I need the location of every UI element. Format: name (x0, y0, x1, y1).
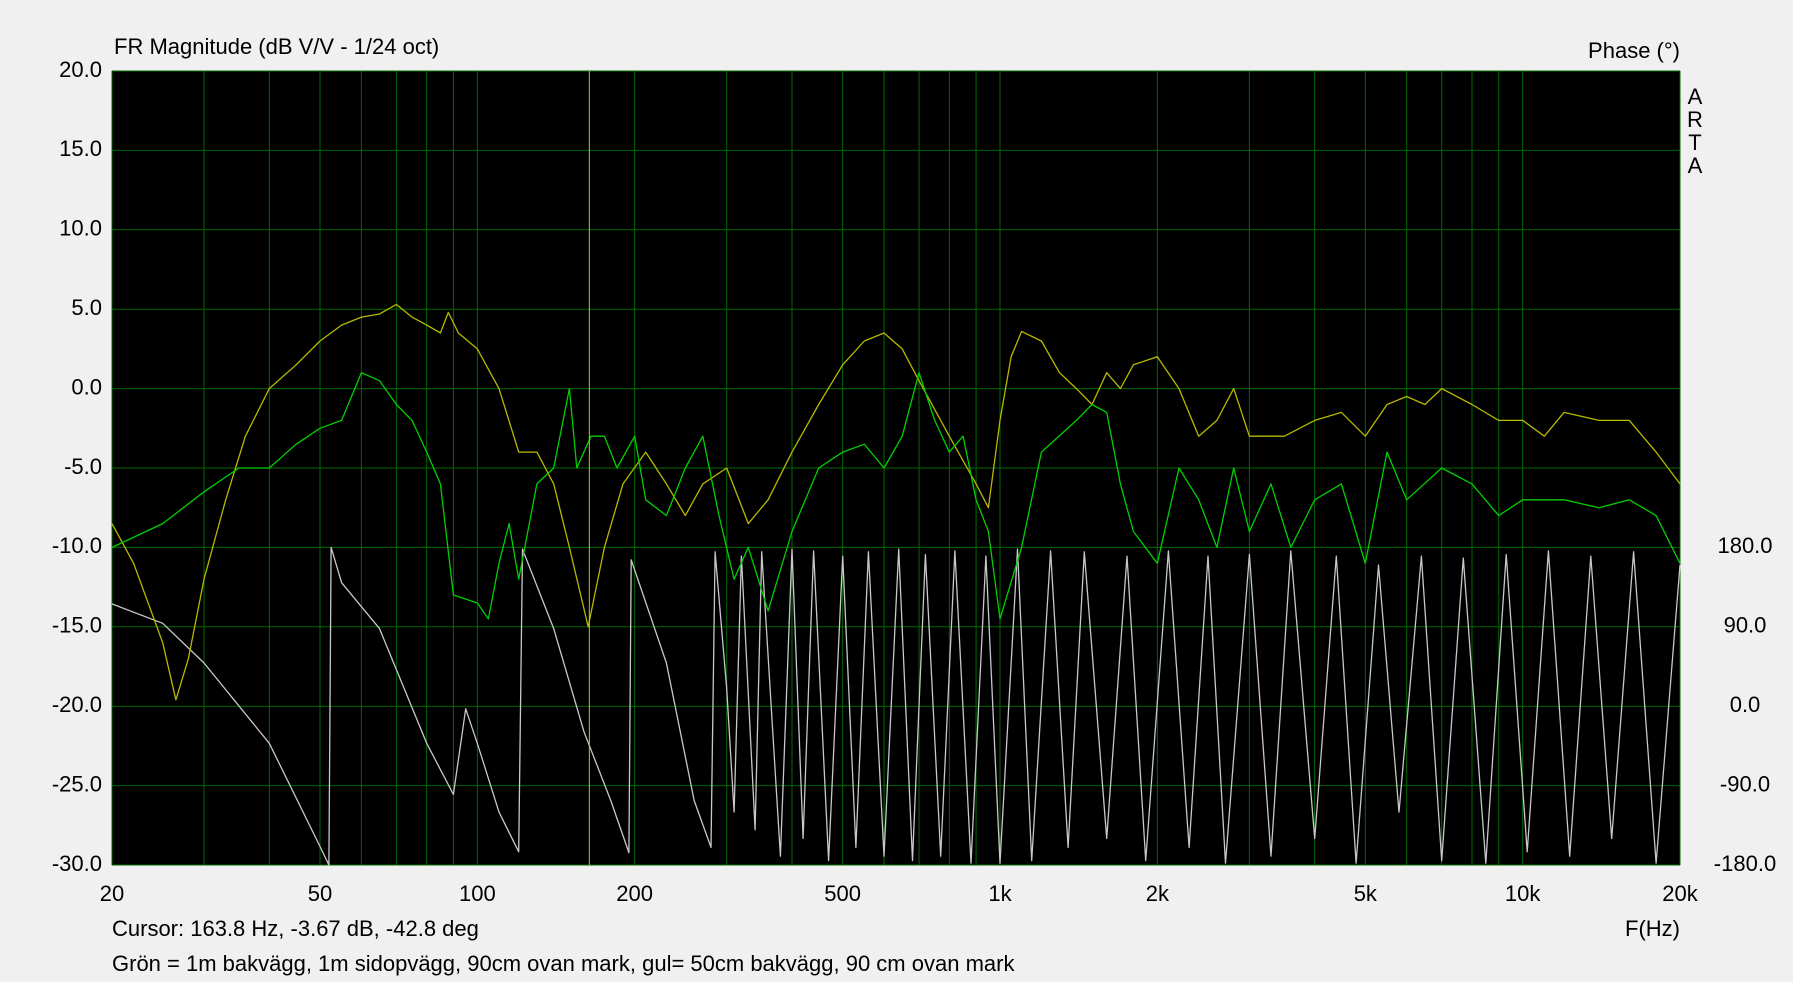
watermark: ARTA (1683, 84, 1708, 176)
x-tick-label: 1k (988, 881, 1012, 906)
note: Grön = 1m bakvägg, 1m sidopvägg, 90cm ov… (112, 951, 1015, 976)
y-tick-label: 15.0 (59, 136, 102, 161)
y2-tick-label: 0.0 (1730, 692, 1761, 717)
x-tick-label: 200 (616, 881, 653, 906)
x-tick-label: 20k (1662, 881, 1698, 906)
y-tick-label: 5.0 (71, 295, 102, 320)
x-tick-label: 100 (459, 881, 496, 906)
y-tick-label: 20.0 (59, 57, 102, 82)
x-tick-label: 20 (100, 881, 124, 906)
y-tick-label: -10.0 (52, 533, 102, 558)
chart-title: FR Magnitude (dB V/V - 1/24 oct) (114, 34, 439, 59)
y-tick-label: -20.0 (52, 692, 102, 717)
series-line (111, 372, 1681, 620)
y-tick-label: -15.0 (52, 613, 102, 638)
x-tick-label: 500 (824, 881, 861, 906)
y2-tick-label: 90.0 (1724, 613, 1767, 638)
series-line (111, 303, 1681, 701)
y2-tick-label: -180.0 (1714, 851, 1776, 876)
x-axis-label: F(Hz) (1625, 916, 1680, 941)
y2-tick-label: -90.0 (1720, 771, 1770, 796)
y2-tick-label: 180.0 (1717, 533, 1772, 558)
x-tick-label: 50 (308, 881, 332, 906)
x-tick-label: 2k (1146, 881, 1170, 906)
y-tick-label: -30.0 (52, 851, 102, 876)
y-tick-label: 0.0 (71, 374, 102, 399)
y2-title: Phase (°) (1588, 38, 1680, 63)
y-tick-label: 10.0 (59, 216, 102, 241)
y-tick-label: -25.0 (52, 771, 102, 796)
x-tick-label: 5k (1354, 881, 1378, 906)
series-line (111, 546, 1681, 866)
x-tick-label: 10k (1505, 881, 1541, 906)
cursor-readout: Cursor: 163.8 Hz, -3.67 dB, -42.8 deg (112, 916, 479, 941)
y-tick-label: -5.0 (64, 454, 102, 479)
